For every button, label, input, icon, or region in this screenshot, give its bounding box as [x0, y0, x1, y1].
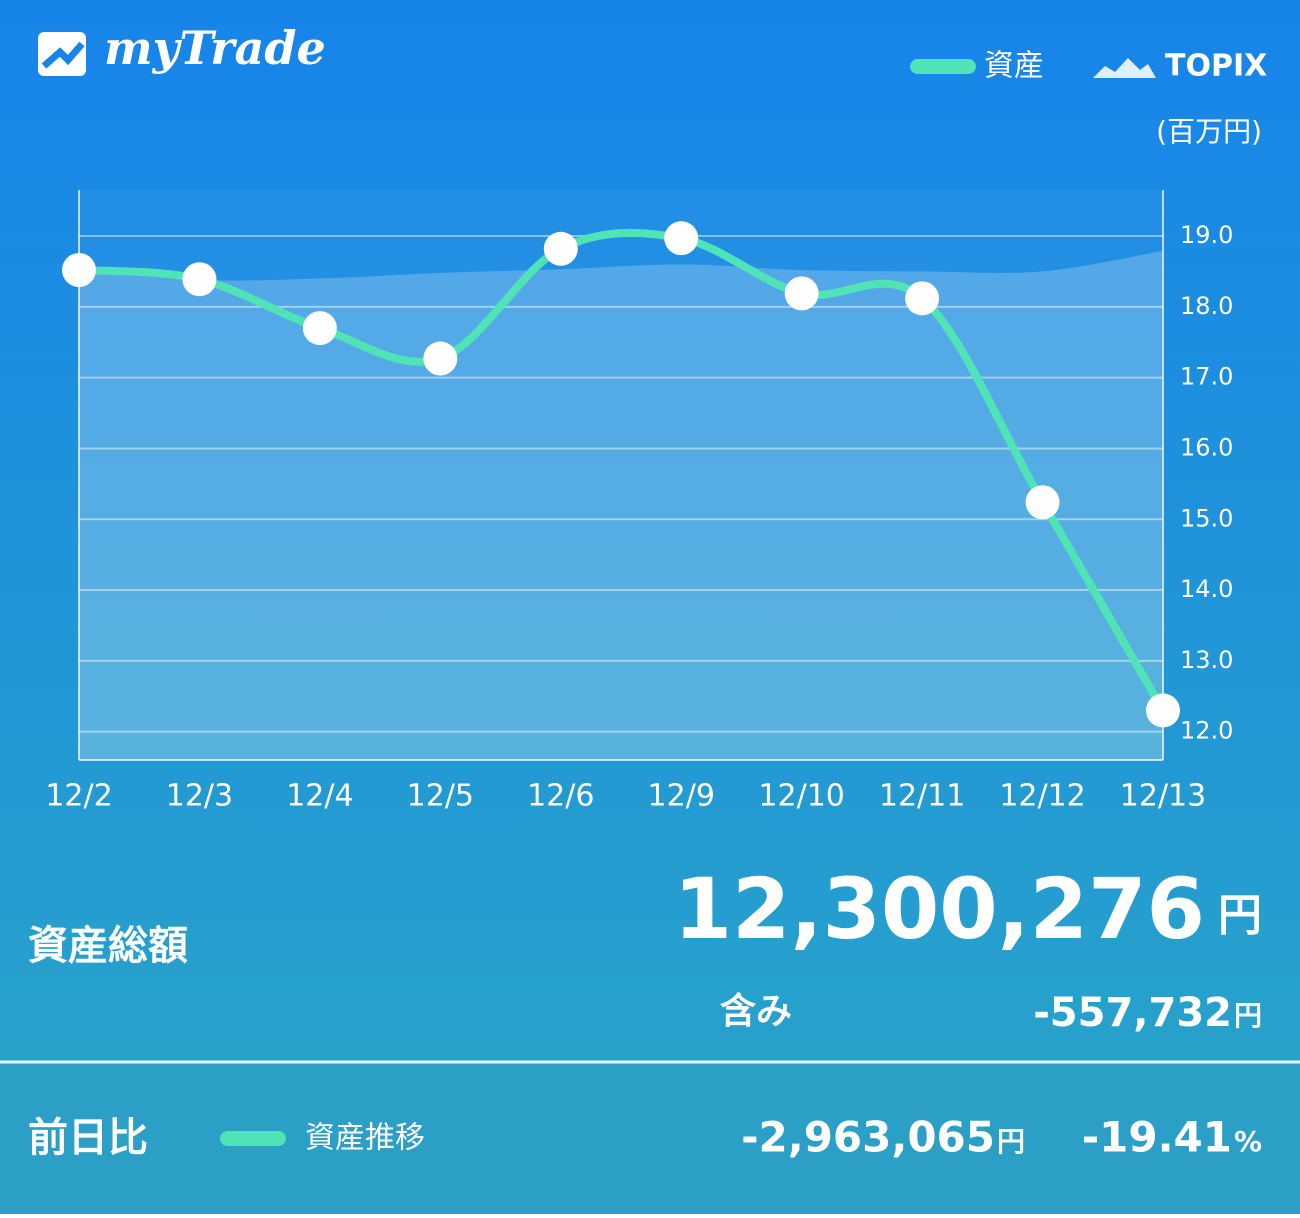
- y-tick-label: 12.0: [1180, 717, 1233, 745]
- legend-label: 資産: [984, 49, 1044, 84]
- y-tick-label: 17.0: [1180, 363, 1233, 391]
- bottom-band: [0, 1062, 1300, 1214]
- point: [423, 341, 458, 376]
- unrealized-value: -557,732: [1033, 990, 1232, 1036]
- change-legend: 資産推移: [305, 1121, 425, 1156]
- area: [79, 250, 1163, 760]
- x-tick-label: 12/11: [879, 779, 965, 814]
- total-value: 12,300,276: [674, 860, 1205, 958]
- legend-label: TOPIX: [1165, 49, 1267, 84]
- point: [1146, 693, 1180, 728]
- x-tick-label: 12/6: [527, 779, 594, 814]
- legend-swatch: [910, 59, 976, 74]
- plot-area: [79, 190, 1163, 760]
- x-tick-label: 12/2: [45, 779, 112, 814]
- total-label: 資産総額: [28, 923, 188, 969]
- point: [664, 221, 699, 256]
- unrealized-label: 含み: [720, 991, 792, 1032]
- x-tick-label: 12/9: [648, 779, 715, 814]
- x-tick-label: 12/3: [166, 779, 233, 814]
- line: [75, 228, 1167, 715]
- change-percent: -19.41: [1082, 1113, 1232, 1162]
- legend-swatch: [1093, 58, 1156, 78]
- x-tick-label: 12/12: [999, 779, 1085, 814]
- change-label: 前日比: [28, 1115, 148, 1161]
- point: [182, 262, 217, 297]
- point: [62, 253, 96, 288]
- point: [905, 281, 940, 316]
- change-legend-swatch: [220, 1131, 286, 1146]
- y-tick-label: 16.0: [1180, 433, 1233, 461]
- logo-text: myTrade: [104, 21, 326, 75]
- change-value: -2,963,065: [741, 1113, 995, 1162]
- x-tick-label: 12/4: [286, 779, 353, 814]
- unrealized-unit: 円: [1234, 999, 1262, 1032]
- logo-icon: [38, 32, 86, 76]
- axis-unit: (百万円): [1156, 115, 1262, 148]
- total-unit: 円: [1218, 890, 1262, 941]
- y-tick-label: 19.0: [1180, 221, 1233, 249]
- change-unit: 円: [997, 1125, 1025, 1158]
- y-tick-label: 15.0: [1180, 504, 1233, 532]
- point: [784, 276, 819, 311]
- change-percent-unit: %: [1234, 1125, 1262, 1158]
- point: [1025, 485, 1060, 520]
- x-tick-label: 12/10: [758, 779, 844, 814]
- plot: 12.0 13.0 14.0 15.0 16.0 17.0 18.0 19.0 12/2 12/3…: [45, 190, 1233, 814]
- y-tick-label: 14.0: [1180, 575, 1233, 603]
- y-tick-label: 13.0: [1180, 646, 1233, 674]
- point: [543, 231, 578, 266]
- point: [302, 311, 337, 346]
- x-tick-label: 12/5: [407, 779, 474, 814]
- x-tick-label: 12/13: [1120, 779, 1206, 814]
- y-tick-label: 18.0: [1180, 292, 1233, 320]
